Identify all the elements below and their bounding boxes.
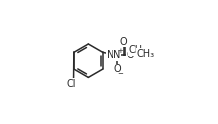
Text: O: O [120, 37, 128, 47]
Text: N: N [107, 50, 114, 61]
Text: CH₃: CH₃ [136, 49, 155, 59]
Text: −: − [117, 71, 123, 77]
Text: N: N [113, 50, 121, 61]
Text: CH₂: CH₂ [128, 45, 146, 55]
Text: Cl: Cl [66, 79, 76, 89]
Text: O: O [113, 64, 121, 74]
Text: +: + [117, 48, 123, 54]
Text: O: O [126, 50, 134, 61]
